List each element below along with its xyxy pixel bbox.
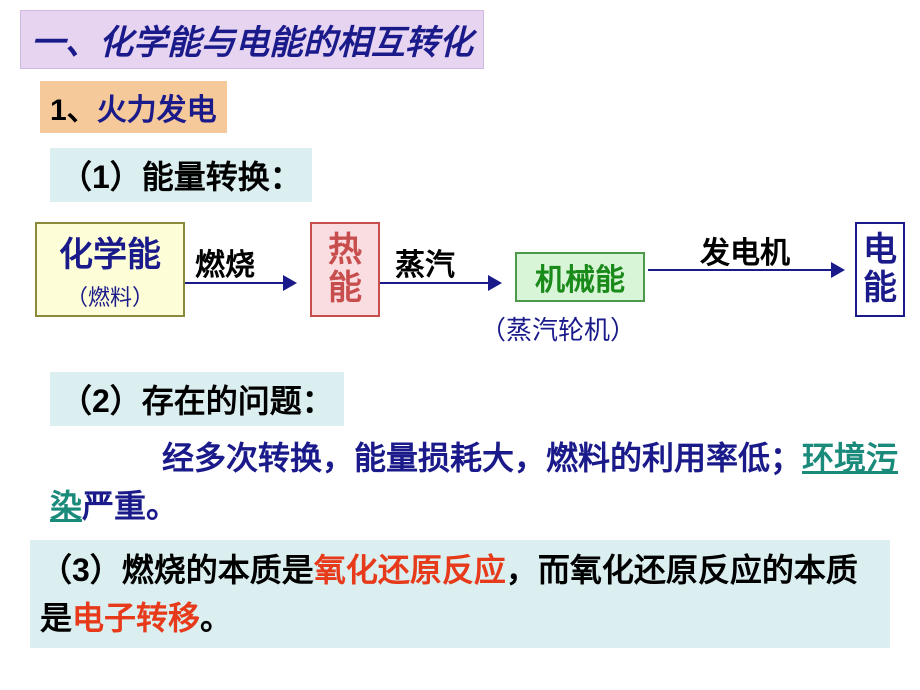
box4-main: 电能 bbox=[857, 232, 903, 307]
box1-sub: （燃料） bbox=[66, 280, 154, 312]
box3-subtitle: （蒸汽轮机） bbox=[480, 310, 636, 347]
mechanical-energy-box: 机械能 bbox=[515, 252, 645, 302]
box1-main: 化学能 bbox=[59, 227, 161, 276]
problem-text: 经多次转换，能量损耗大，燃料的利用率低；环境污染严重。 bbox=[50, 434, 900, 530]
s3-suffix: 。 bbox=[200, 600, 232, 636]
subtitle-bar: 1、火力发电 bbox=[40, 81, 227, 133]
section2-label: （2）存在的问题： bbox=[50, 372, 344, 426]
main-title: 一、化学能与电能的相互转化 bbox=[20, 10, 484, 69]
chemical-energy-box: 化学能 （燃料） bbox=[35, 222, 185, 317]
arrow2-label: 蒸汽 bbox=[395, 240, 455, 284]
box3-main: 机械能 bbox=[535, 255, 625, 299]
s3-red1: 氧化还原反应 bbox=[314, 552, 506, 588]
subtitle-number: 1、 bbox=[50, 94, 97, 127]
section2-text: （2）存在的问题： bbox=[60, 383, 334, 419]
s3-prefix: （3）燃烧的本质是 bbox=[40, 552, 314, 588]
section1-label: （1）能量转换： bbox=[50, 148, 312, 202]
section1-text: （1）能量转换： bbox=[60, 159, 302, 195]
problem-part1: 经多次转换，能量损耗大，燃料的利用率低； bbox=[162, 440, 802, 476]
subtitle-text: 火力发电 bbox=[97, 94, 217, 127]
arrow3-label: 发电机 bbox=[700, 228, 790, 272]
s3-red2: 电子转移 bbox=[72, 600, 200, 636]
arrow1-label: 燃烧 bbox=[195, 240, 255, 284]
box2-main: 热能 bbox=[312, 232, 378, 307]
title-text: 一、化学能与电能的相互转化 bbox=[31, 24, 473, 62]
heat-energy-box: 热能 bbox=[310, 222, 380, 317]
energy-flow-diagram: 化学能 （燃料） 燃烧 热能 蒸汽 机械能 （蒸汽轮机） 发电机 电能 bbox=[20, 222, 900, 352]
electric-energy-box: 电能 bbox=[855, 222, 905, 317]
section3-block: （3）燃烧的本质是氧化还原反应，而氧化还原反应的本质是电子转移。 bbox=[30, 540, 890, 648]
problem-part2: 严重。 bbox=[82, 488, 178, 524]
